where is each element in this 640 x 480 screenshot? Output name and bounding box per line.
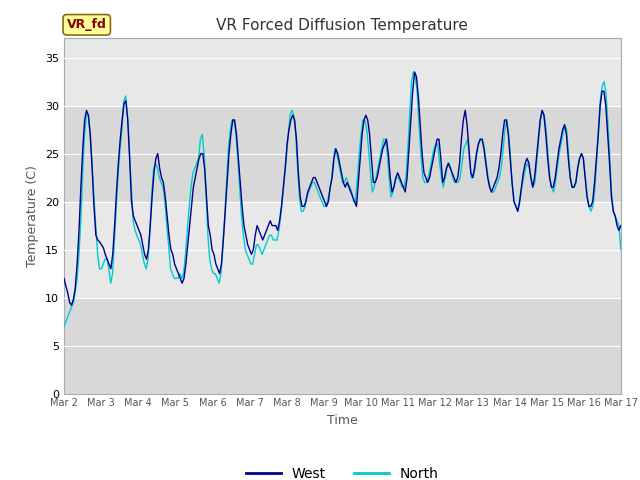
North	[60, 324, 68, 329]
West	[572, 180, 580, 185]
North	[241, 247, 249, 252]
West	[260, 232, 268, 238]
Line: North: North	[64, 72, 621, 326]
North	[410, 69, 417, 75]
West	[236, 180, 244, 185]
West	[234, 156, 242, 161]
West	[367, 156, 375, 161]
North	[357, 132, 365, 137]
West	[411, 69, 419, 75]
North	[73, 276, 81, 281]
North	[501, 127, 509, 132]
North	[561, 122, 568, 128]
Bar	[64, 10, 621, 106]
North	[617, 247, 625, 252]
Line: West: West	[64, 72, 621, 305]
X-axis label: Time: Time	[327, 414, 358, 427]
Text: VR_fd: VR_fd	[67, 18, 107, 31]
West	[68, 302, 76, 308]
West	[60, 276, 68, 281]
Bar	[64, 202, 621, 298]
North	[412, 74, 419, 80]
Title: VR Forced Diffusion Temperature: VR Forced Diffusion Temperature	[216, 18, 468, 33]
Y-axis label: Temperature (C): Temperature (C)	[26, 165, 40, 267]
West	[596, 103, 604, 108]
West	[617, 223, 625, 228]
Legend: West, North: West, North	[241, 461, 444, 480]
